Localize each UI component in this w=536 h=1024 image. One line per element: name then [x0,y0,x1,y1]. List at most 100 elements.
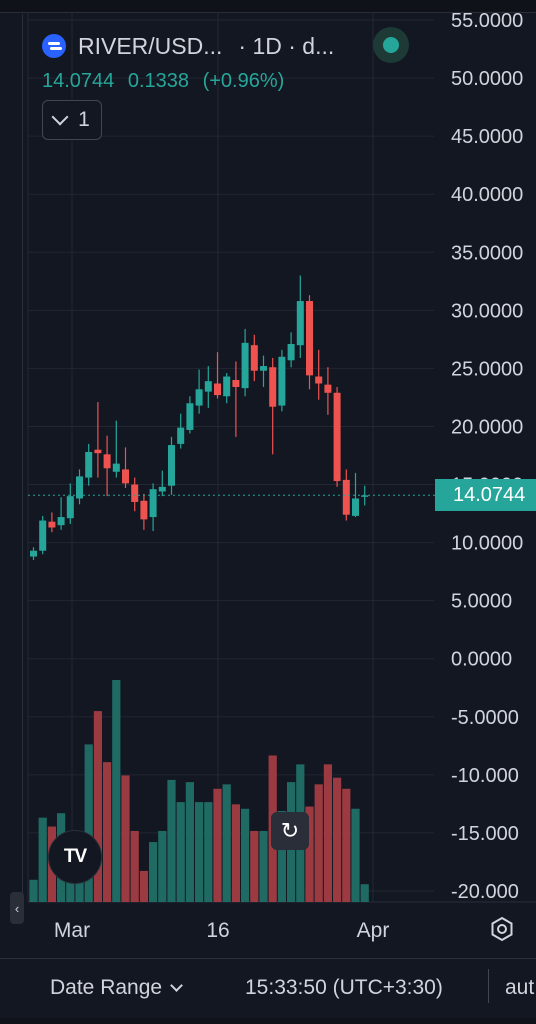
date-range-label: Date Range [50,976,163,999]
price-axis-label: 25.0000 [451,358,523,380]
auto-scale-button[interactable]: aut [505,976,535,999]
reset-icon: ↻ [280,818,300,843]
change-percent: (+0.96%) [202,70,285,92]
candle-body [122,469,129,484]
quote-summary: 14.0744 0.1338 (+0.96%) [42,70,292,93]
candle-body [112,463,120,472]
time-axis-label: Mar [54,919,90,942]
date-range-button[interactable]: Date Range [50,976,183,1000]
left-panel-edge [0,14,23,902]
candle-body [30,550,37,557]
candle-body [278,356,286,406]
price-axis-label: 5.0000 [451,591,512,613]
volume-bar [314,784,323,902]
candle-body [333,392,341,482]
volume-bar [333,777,342,902]
bottom-edge [0,1018,536,1024]
candle-body [195,389,203,406]
candlesticks [30,275,369,561]
volume-bar [360,884,369,902]
market-open-dot-icon [383,37,399,53]
volume-bar [130,830,139,902]
symbol-header[interactable]: RIVER/USD... · 1D · d... [42,30,334,62]
candle-body [76,476,83,499]
candle-body [223,376,231,397]
change-value: 0.1338 [127,70,190,92]
volume-bar [222,784,231,902]
volume-bar [213,788,222,902]
candle-body [48,521,56,528]
volume-bar [277,810,286,902]
settings-icon[interactable] [489,916,515,942]
candle-body [315,376,323,384]
candle-body [57,517,65,526]
candle-body [241,342,249,389]
candle-body [94,449,102,454]
time-axis-label: Apr [357,919,390,942]
volume-bar [185,782,194,902]
price-axis-label: 55.0000 [451,10,523,32]
price-axis-label: -10.000 [451,765,519,787]
price-axis-label: 10.0000 [451,533,523,555]
reset-chart-button[interactable]: ↻ [271,812,309,850]
market-status-indicator[interactable] [373,27,409,63]
price-axis-label: 20.0000 [451,416,523,438]
price-axis-label: 35.0000 [451,242,523,264]
candle-body [177,427,185,444]
candle-body [342,479,350,515]
volume-bar [342,788,351,902]
price-axis-label: 30.0000 [451,300,523,322]
volume-bar [195,802,204,902]
volume-bar [38,817,47,902]
chevron-down-icon [51,108,69,126]
indicators-collapse-button[interactable]: 1 [42,100,102,140]
volume-bar [158,830,167,902]
toolbar-divider [488,969,489,1003]
price-axis: 55.0000 50.0000 45.0000 40.0000 35.0000 30.00… [451,10,523,903]
volume-bar [112,680,121,902]
window-top-edge [0,0,536,13]
volume-bar [323,764,332,902]
candle-body [168,445,175,486]
volume-bar [231,804,240,902]
price-axis-label: -5.0000 [451,707,519,729]
candle-body [296,301,304,346]
price-axis-label: 40.0000 [451,184,523,206]
volume-bar [29,879,38,902]
collapse-left-panel-button[interactable]: ‹ [10,892,24,924]
candle-body [39,520,47,551]
candle-body [140,500,148,520]
indicator-count: 1 [78,108,90,131]
price-axis-label: 0.0000 [451,649,512,671]
volume-bar [250,830,259,902]
volume-bar [305,806,314,902]
volume-bar [93,711,102,902]
candle-body [269,367,277,407]
price-axis-label: 45.0000 [451,126,523,148]
volume-bar [139,870,148,902]
time-axis: Mar 16 Apr [54,919,389,942]
volume-bar [121,775,130,902]
candle-body [149,489,157,518]
candle-body [250,345,258,371]
candle-body [158,486,166,492]
candle-body [214,383,221,396]
volume-bar [351,808,360,902]
volume-bar [149,842,158,902]
candle-body [260,366,267,371]
timezone-clock[interactable]: 15:33:50 (UTC+3:30) [245,976,443,999]
interval-label[interactable]: · 1D · d... [238,32,335,59]
tradingview-logo[interactable]: TV [48,830,102,884]
candle-body [361,495,369,497]
symbol-name[interactable]: RIVER/USD... [78,32,223,59]
price-chart[interactable]: 55.0000 50.0000 45.0000 40.0000 35.0000 30.00… [0,0,536,958]
candle-body [204,381,212,392]
volume-bar [167,779,176,902]
volume-bar [103,762,112,902]
last-price-tag: 14.0744 [435,479,536,511]
candle-body [131,484,139,502]
chevron-left-icon: ‹ [14,900,20,916]
price-axis-label: -15.000 [451,823,519,845]
price-axis-label: 50.0000 [451,68,523,90]
candle-body [103,454,111,469]
